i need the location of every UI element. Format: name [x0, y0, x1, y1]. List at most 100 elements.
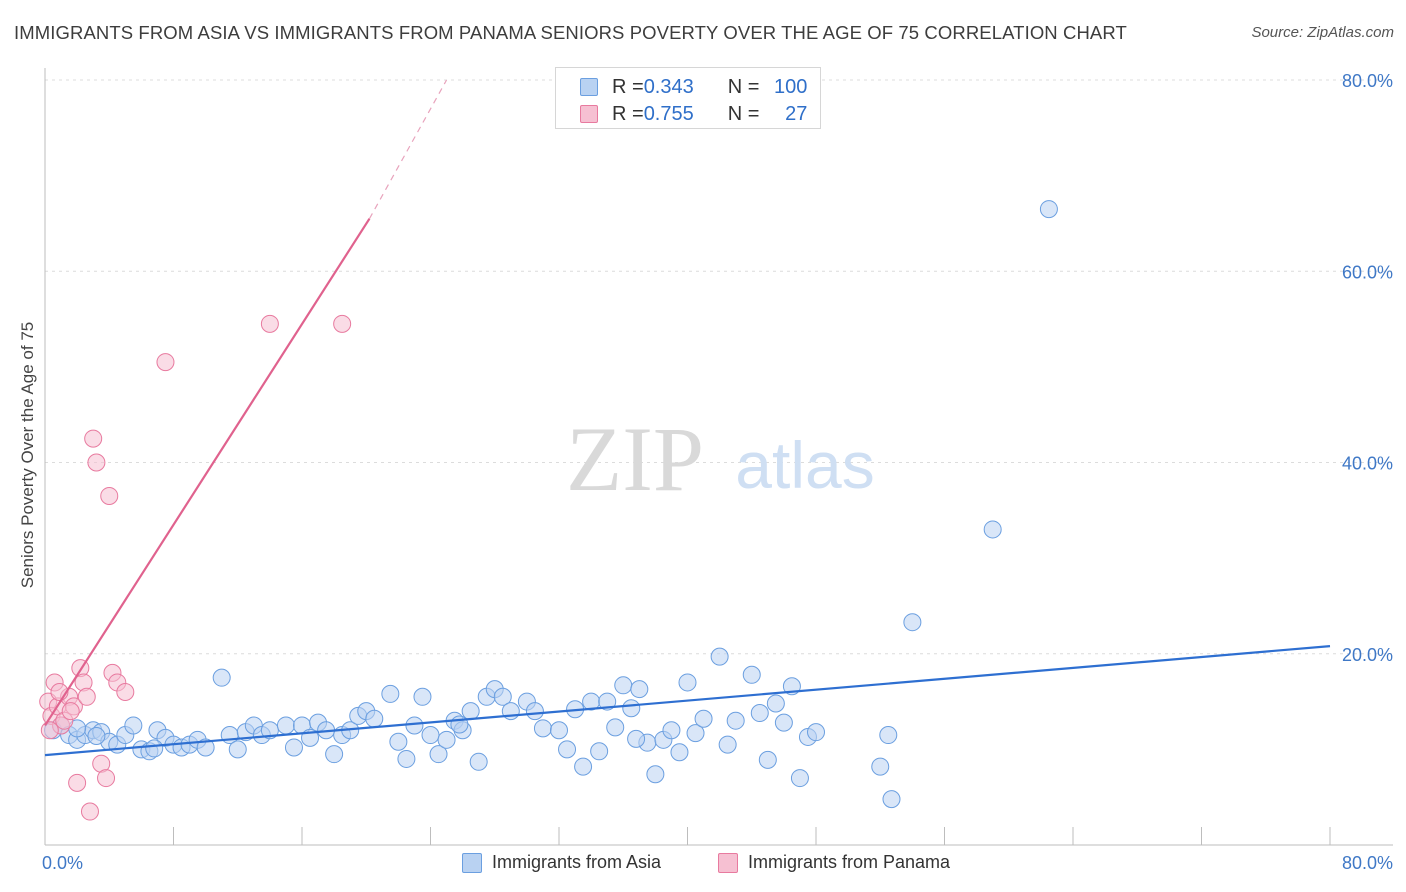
asia-point [421, 726, 440, 745]
legend-row-panama: R = 0.755 N = 27 [580, 102, 807, 126]
asia-point [774, 713, 793, 732]
panama-trend-line [44, 218, 371, 727]
series-swatch-asia [462, 852, 482, 873]
asia-point [405, 716, 424, 735]
y-tick-label: 40.0% [1342, 454, 1393, 474]
asia-point [627, 729, 646, 748]
asia-point [87, 726, 106, 745]
asia-point [429, 745, 448, 764]
stats-legend: R = 0.343 N = 100 R = 0.755 N = 27 [555, 67, 821, 129]
watermark: ZIP atlas [566, 408, 875, 510]
asia-point [670, 743, 689, 762]
chart-source: Source: ZipAtlas.com [1251, 24, 1394, 41]
series-legend-panama: Immigrants from Panama [718, 852, 950, 873]
asia-point [630, 680, 649, 699]
asia-point [646, 765, 665, 784]
asia-point [903, 613, 922, 632]
series-label-asia: Immigrants from Asia [492, 852, 662, 872]
panama-point [97, 769, 116, 788]
x-tick-label-max: 80.0% [1342, 853, 1393, 873]
asia-point [598, 692, 617, 711]
asia-point [766, 694, 785, 713]
panama-point [40, 721, 59, 740]
asia-point [365, 709, 384, 728]
legend-n-label: N = [727, 102, 760, 125]
asia-point [882, 790, 901, 809]
asia-point [678, 673, 697, 692]
legend-n-value: 100 [774, 75, 808, 98]
legend-r-value: 0.755 [643, 102, 694, 125]
asia-point [196, 738, 215, 757]
panama-point [116, 683, 135, 701]
asia-point [622, 699, 641, 718]
panama-point [87, 453, 106, 472]
asia-point [469, 752, 488, 771]
series-legend: Immigrants from Asia Immigrants from Pan… [0, 852, 1406, 878]
data-points [39, 200, 1058, 821]
asia-point [983, 520, 1002, 539]
asia-point [694, 709, 713, 728]
legend-n-label: N = [727, 75, 760, 98]
asia-point [710, 647, 729, 666]
x-tick-label-min: 0.0% [42, 853, 83, 873]
watermark-atlas: atlas [735, 428, 874, 502]
panama-point [84, 429, 103, 448]
asia-point [145, 739, 164, 758]
legend-swatch-panama [580, 105, 598, 123]
asia-point [871, 757, 890, 776]
y-tick-label: 20.0% [1342, 645, 1393, 665]
asia-point [558, 740, 577, 759]
panama-point [100, 486, 119, 505]
legend-r-value: 0.343 [643, 75, 694, 98]
panama-point [77, 687, 96, 706]
legend-n-value: 27 [785, 102, 808, 125]
asia-point [790, 769, 809, 788]
panama-point [68, 773, 87, 792]
asia-point [718, 735, 737, 754]
panama-point [260, 314, 279, 333]
asia-point [397, 749, 416, 768]
series-swatch-panama [718, 852, 738, 873]
y-tick-label: 80.0% [1342, 71, 1393, 91]
asia-point [413, 687, 432, 706]
asia-point [381, 684, 400, 703]
asia-point [284, 738, 303, 757]
asia-point [550, 721, 568, 740]
asia-point [525, 702, 544, 721]
series-label-panama: Immigrants from Panama [748, 852, 951, 872]
asia-point [879, 726, 898, 745]
panama-point [61, 702, 80, 721]
asia-point [276, 716, 295, 735]
asia-point [606, 718, 625, 737]
asia-point [212, 668, 231, 687]
asia-point [662, 721, 681, 740]
asia-point [758, 750, 777, 769]
panama-point [80, 802, 99, 821]
watermark-zip: ZIP [566, 408, 704, 510]
chart-title: IMMIGRANTS FROM ASIA VS IMMIGRANTS FROM … [14, 22, 1127, 43]
asia-point [807, 723, 825, 742]
legend-swatch-asia [580, 78, 598, 96]
asia-point [726, 711, 745, 730]
asia-point [686, 724, 705, 743]
asia-point [742, 665, 761, 684]
asia-point [590, 742, 609, 761]
asia-point [228, 740, 247, 759]
legend-r-label: R = [612, 102, 644, 125]
panama-point [156, 353, 175, 372]
asia-point [389, 732, 408, 751]
asia-trend-line [44, 645, 1331, 757]
legend-row-asia: R = 0.343 N = 100 [580, 75, 807, 99]
asia-point [1039, 200, 1058, 219]
trend-lines [44, 79, 1331, 757]
asia-point [574, 757, 593, 776]
legend-r-label: R = [612, 75, 644, 98]
asia-point [493, 687, 512, 706]
asia-point [124, 716, 143, 735]
panama-point [333, 314, 352, 333]
grid-lines [45, 79, 1393, 655]
asia-point [437, 730, 456, 749]
asia-point [614, 676, 633, 695]
y-tick-label: 60.0% [1342, 262, 1393, 282]
